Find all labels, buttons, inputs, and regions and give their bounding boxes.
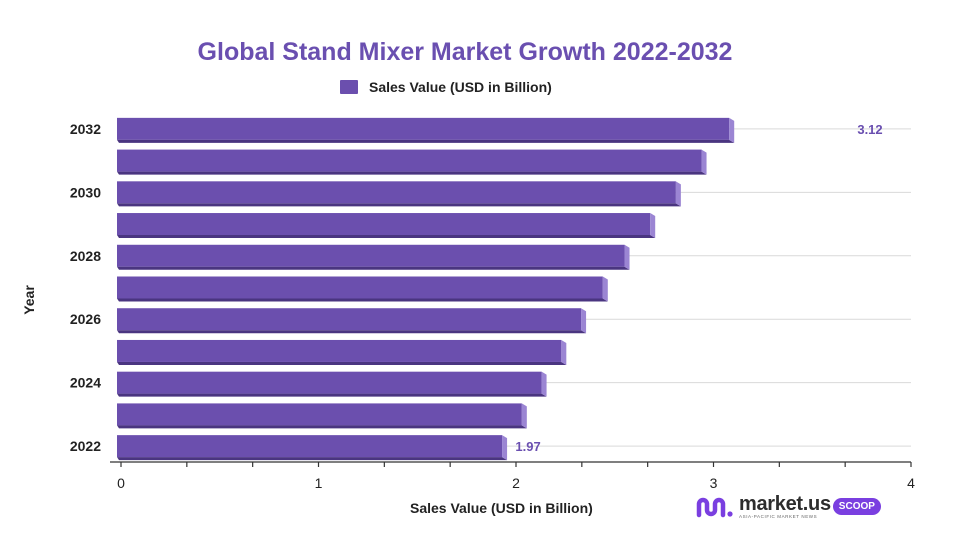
x-axis-label: Sales Value (USD in Billion): [410, 500, 593, 516]
bar: [117, 117, 735, 143]
bar: [117, 339, 567, 365]
bar: [117, 213, 656, 239]
y-axis-label: Year: [21, 285, 37, 315]
x-tick-label: 0: [117, 475, 125, 491]
brand-tagline: ASIA-PACIFIC MARKET NEWS: [739, 514, 818, 519]
y-tick-label: 2030: [70, 184, 101, 200]
legend-swatch: [340, 80, 358, 94]
y-tick-label: 2026: [70, 311, 101, 327]
x-tick-label: 2: [512, 475, 520, 491]
x-tick-label: 4: [907, 475, 915, 491]
brand-badge: SCOOP: [832, 498, 881, 515]
bar: [117, 149, 707, 175]
bar: [117, 308, 587, 334]
brand-mark-icon: [696, 497, 733, 518]
brand-logo: market.us ASIA-PACIFIC MARKET NEWS SCOOP: [696, 494, 881, 520]
bar: [117, 403, 527, 429]
bar: [117, 371, 547, 397]
chart-title: Global Stand Mixer Market Growth 2022-20…: [197, 38, 733, 66]
bar: [117, 276, 608, 302]
x-tick-label: 1: [315, 475, 323, 491]
chart-legend: Sales Value (USD in Billion): [340, 79, 552, 95]
brand-name: market.us: [739, 493, 831, 515]
data-label: 1.97: [515, 439, 540, 454]
bar: [117, 181, 681, 207]
y-tick-label: 2028: [70, 248, 101, 264]
bar: [117, 435, 508, 461]
data-label: 3.12: [857, 122, 882, 137]
y-tick-label: 2024: [70, 375, 101, 391]
bar: [117, 244, 630, 270]
y-tick-label: 2032: [70, 121, 101, 137]
x-tick-label: 3: [710, 475, 718, 491]
legend-label: Sales Value (USD in Billion): [369, 79, 552, 95]
y-tick-label: 2022: [70, 438, 101, 454]
